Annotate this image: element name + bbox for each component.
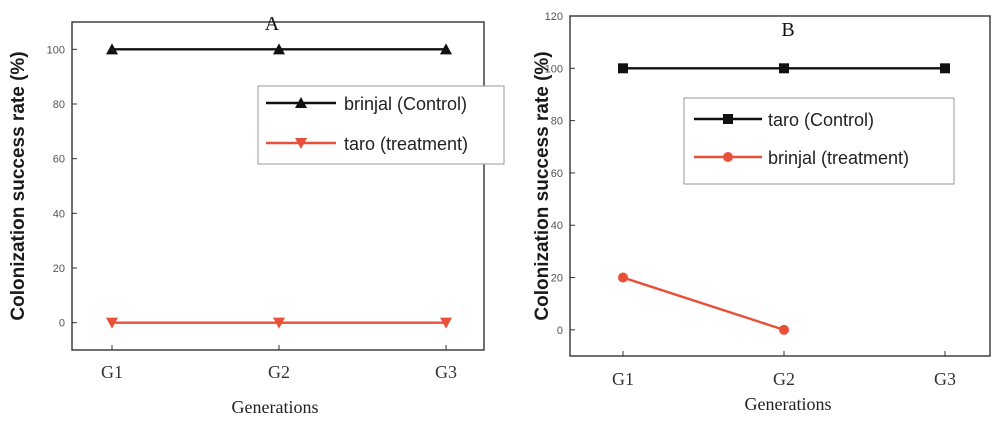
data-point-control bbox=[940, 63, 950, 74]
y-tick-label: 100 bbox=[47, 44, 65, 56]
data-point-control bbox=[106, 43, 118, 55]
legend-marker-treatment-a bbox=[295, 138, 307, 149]
legend-box-b bbox=[683, 97, 955, 185]
y-tick-label: 80 bbox=[551, 116, 563, 128]
x-tick-label: G1 bbox=[612, 369, 634, 389]
data-point-treatment bbox=[273, 317, 285, 329]
plot-frame-a bbox=[71, 21, 485, 351]
y-axis-label-a: Colonization success rate (%) bbox=[8, 51, 29, 320]
legend-marker-control-a bbox=[295, 97, 307, 108]
legend-label-control-a: brinjal (Control) bbox=[344, 94, 467, 114]
data-point-treatment bbox=[779, 324, 789, 335]
y-tick-label: 40 bbox=[551, 220, 563, 232]
chart-title-a: A bbox=[265, 13, 280, 35]
y-tick-label: 120 bbox=[545, 11, 563, 23]
x-tick-label: G3 bbox=[435, 362, 457, 382]
y-tick-label: 60 bbox=[551, 168, 563, 180]
data-point-control bbox=[779, 63, 789, 74]
data-point-control bbox=[440, 43, 452, 55]
series-line-treatment bbox=[622, 276, 785, 331]
plot-frame-b bbox=[569, 15, 991, 357]
x-tick-label: G1 bbox=[101, 362, 123, 382]
y-tick-label: 20 bbox=[551, 273, 563, 285]
series-group-a bbox=[106, 43, 452, 329]
y-tick-label: 100 bbox=[545, 63, 563, 75]
data-point-control bbox=[618, 63, 628, 74]
y-tick-label: 0 bbox=[59, 318, 65, 330]
y-axis-label-b: Colonization success rate (%) bbox=[532, 51, 553, 320]
y-tick-label: 20 bbox=[53, 263, 65, 275]
y-tick-label: 60 bbox=[53, 154, 65, 166]
y-tick-label: 40 bbox=[53, 208, 65, 220]
series-group-b bbox=[618, 63, 950, 335]
chart-panel-a: A 0 20 40 60 80 100 G1 G2 G3 Colonization succe… bbox=[8, 13, 505, 417]
legend-label-treatment-a: taro (treatment) bbox=[344, 134, 468, 154]
legend-marker-treatment-b bbox=[723, 152, 733, 162]
chart-panel-b: B 0 20 40 60 80 100 120 G1 G2 G3 Colonization su… bbox=[532, 11, 991, 414]
x-axis-b: G1 G2 G3 bbox=[612, 351, 956, 389]
y-axis-a: 0 20 40 60 80 100 bbox=[47, 44, 77, 330]
y-tick-label: 0 bbox=[557, 325, 563, 337]
legend-a: brinjal (Control) taro (treatment) bbox=[257, 85, 505, 165]
legend-box-a bbox=[257, 85, 505, 165]
x-axis-label-a: Generations bbox=[232, 397, 319, 417]
x-axis-label-b: Generations bbox=[745, 394, 832, 414]
legend-b: taro (Control) brinjal (treatment) bbox=[683, 97, 955, 185]
x-tick-label: G3 bbox=[934, 369, 956, 389]
data-point-control bbox=[273, 43, 285, 55]
x-tick-label: G2 bbox=[773, 369, 795, 389]
legend-marker-control-b bbox=[723, 114, 733, 124]
data-point-treatment bbox=[440, 317, 452, 329]
x-axis-a: G1 G2 G3 bbox=[101, 345, 457, 382]
chart-title-b: B bbox=[781, 19, 794, 41]
data-point-treatment bbox=[106, 317, 118, 329]
legend-label-treatment-b: brinjal (treatment) bbox=[768, 148, 909, 168]
data-point-treatment bbox=[618, 272, 628, 283]
y-axis-b: 0 20 40 60 80 100 120 bbox=[545, 11, 575, 337]
x-tick-label: G2 bbox=[268, 362, 290, 382]
y-tick-label: 80 bbox=[53, 99, 65, 111]
legend-label-control-b: taro (Control) bbox=[768, 110, 874, 130]
